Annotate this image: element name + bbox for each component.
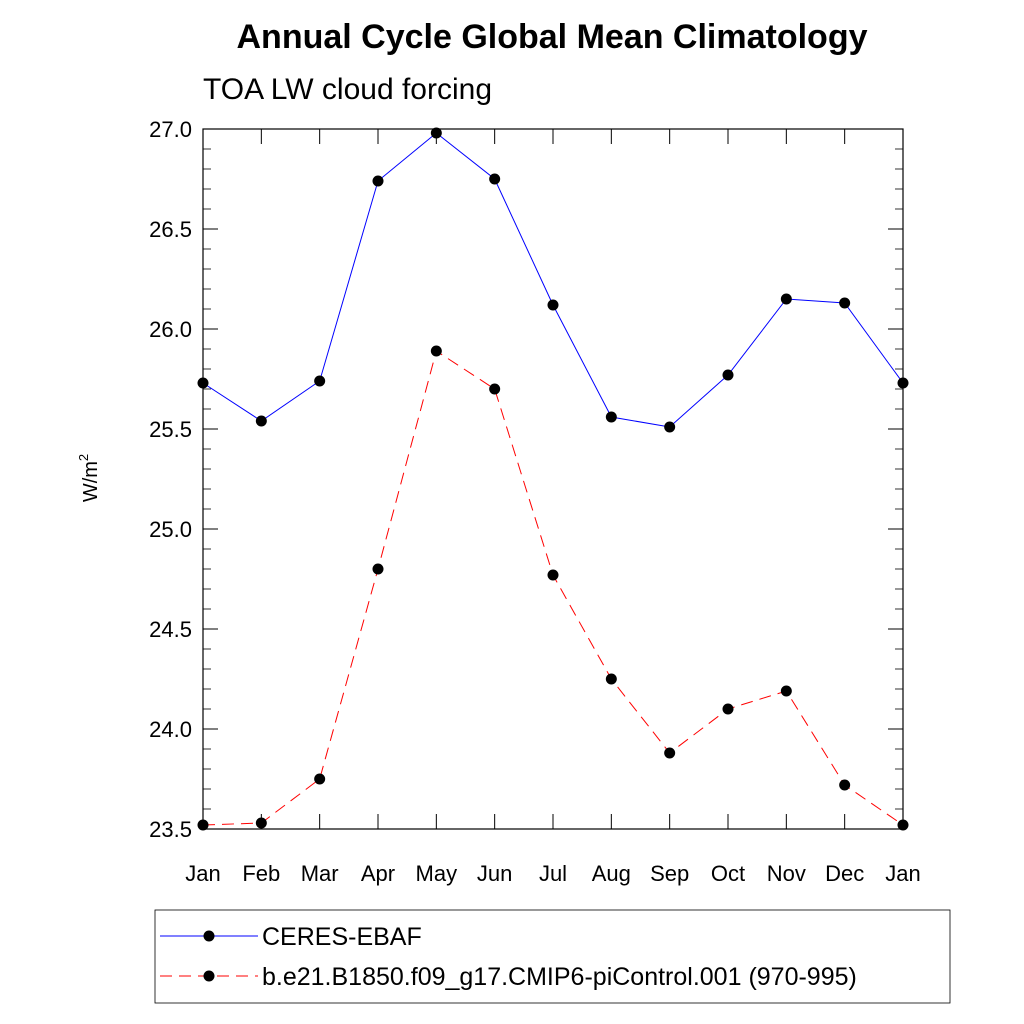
data-point	[839, 779, 851, 791]
x-tick-label: Jun	[477, 861, 512, 886]
y-tick-label: 24.5	[149, 617, 192, 642]
y-tick-label: 27.0	[149, 117, 192, 142]
data-point	[255, 415, 267, 427]
data-point	[489, 173, 501, 185]
data-point	[897, 377, 909, 389]
data-point	[430, 345, 442, 357]
legend-entry: b.e21.B1850.f09_g17.CMIP6-piControl.001 …	[160, 963, 857, 991]
data-point	[430, 127, 442, 139]
series-1	[197, 345, 909, 831]
x-tick-label: Aug	[592, 861, 631, 886]
data-point	[664, 747, 676, 759]
axis-ticks	[202, 128, 904, 830]
x-tick-label: Oct	[711, 861, 745, 886]
y-tick-label: 24.0	[149, 717, 192, 742]
chart-title: Annual Cycle Global Mean Climatology	[237, 18, 868, 56]
data-point	[605, 411, 617, 423]
y-tick-label: 26.0	[149, 317, 192, 342]
data-point	[722, 703, 734, 715]
data-point	[839, 297, 851, 309]
data-point	[780, 685, 792, 697]
series-line	[202, 132, 904, 428]
legend-entry: CERES-EBAF	[160, 923, 422, 951]
legend: CERES-EBAF b.e21.B1850.f09_g17.CMIP6-piCo…	[154, 909, 951, 1004]
y-tick-label: 25.5	[149, 417, 192, 442]
legend-box	[154, 909, 951, 1004]
x-tick-label: Dec	[825, 861, 864, 886]
legend-entries: CERES-EBAF b.e21.B1850.f09_g17.CMIP6-piCo…	[160, 923, 857, 991]
data-point	[372, 563, 384, 575]
data-point	[547, 569, 559, 581]
data-point	[314, 773, 326, 785]
data-point	[255, 817, 267, 829]
y-axis-label: W/m2	[76, 454, 102, 502]
legend-label: CERES-EBAF	[262, 923, 422, 951]
legend-marker	[203, 970, 215, 982]
x-tick-label: Jan	[185, 861, 220, 886]
data-point	[722, 369, 734, 381]
x-tick-label: Jul	[539, 861, 567, 886]
y-axis-label-text: W/m2	[76, 454, 102, 502]
legend-label: b.e21.B1850.f09_g17.CMIP6-piControl.001 …	[262, 963, 857, 991]
chart-subtitle: TOA LW cloud forcing	[203, 73, 492, 106]
x-tick-label: Nov	[767, 861, 806, 886]
data-point	[897, 819, 909, 831]
data-point	[489, 383, 501, 395]
data-point	[780, 293, 792, 305]
x-tick-label: Apr	[361, 861, 395, 886]
y-axis-unit-exponent: 2	[76, 454, 91, 461]
y-tick-label: 25.0	[149, 517, 192, 542]
x-tick-label: Sep	[650, 861, 689, 886]
x-tick-label: Mar	[301, 861, 339, 886]
data-point	[314, 375, 326, 387]
y-tick-label: 23.5	[149, 817, 192, 842]
series-layer	[197, 127, 909, 831]
data-point	[605, 673, 617, 685]
x-tick-label: Jan	[885, 861, 920, 886]
x-tick-label: Feb	[242, 861, 280, 886]
legend-marker	[203, 930, 215, 942]
series-line	[202, 350, 904, 826]
x-tick-label: May	[416, 861, 458, 886]
data-point	[197, 819, 209, 831]
series-0	[197, 127, 909, 433]
data-point	[372, 175, 384, 187]
data-point	[197, 377, 209, 389]
axis-tick-labels: Jan Feb Mar Apr May Jun Jul Aug Sep Oct Nov Dec Jan 2…	[149, 117, 921, 886]
y-tick-label: 26.5	[149, 217, 192, 242]
data-point	[664, 421, 676, 433]
plot-frame	[202, 128, 904, 830]
y-axis-unit: W/m	[80, 461, 102, 502]
data-point	[547, 299, 559, 311]
